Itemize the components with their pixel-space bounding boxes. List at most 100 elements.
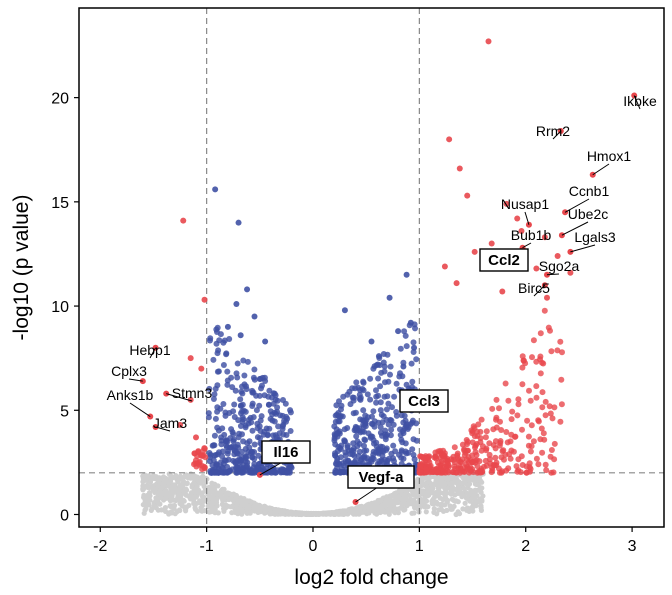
red-point [473, 452, 480, 458]
blue-point [383, 460, 390, 467]
blue-point [370, 365, 377, 372]
grey-point [221, 506, 227, 512]
red-point [519, 381, 526, 388]
blue-point [332, 467, 339, 474]
blue-point [250, 414, 257, 421]
blue-point [280, 397, 286, 403]
blue-point [344, 391, 351, 398]
grey-point [335, 509, 342, 515]
blue-point [398, 449, 405, 455]
red-point [548, 348, 555, 355]
blue-point [396, 373, 403, 380]
gene-label-sgo2a: Sgo2a [539, 258, 580, 274]
grey-point [392, 509, 398, 516]
blue-point [377, 407, 384, 414]
red-point [539, 449, 546, 456]
blue-point [219, 425, 226, 432]
grey-point [409, 510, 415, 516]
leader-line-anks1b [129, 402, 151, 417]
grey-point [140, 487, 146, 493]
blue-point [232, 458, 238, 465]
red-point [508, 416, 515, 423]
blue-point [249, 427, 256, 434]
red-point [499, 288, 506, 295]
blue-point [402, 332, 409, 339]
red-point [530, 438, 537, 445]
grey-point [364, 502, 370, 508]
blue-point [211, 452, 218, 459]
red-point [510, 448, 517, 455]
grey-point [440, 508, 447, 514]
blue-point [356, 448, 363, 455]
grey-point [467, 498, 473, 504]
blue-point [398, 454, 405, 461]
x-tick-label: 1 [415, 538, 424, 555]
grey-point [153, 495, 159, 501]
grey-point [249, 499, 255, 505]
gene-label-vegf-a: Vegf-a [358, 469, 404, 486]
red-point [456, 165, 463, 172]
grey-point [252, 505, 258, 511]
blue-point [413, 356, 420, 363]
blue-point [380, 351, 387, 357]
grey-point [170, 474, 176, 481]
blue-point [360, 379, 367, 386]
blue-point [403, 343, 410, 350]
blue-point [271, 418, 278, 425]
red-point [488, 240, 495, 247]
blue-point [223, 350, 230, 357]
red-point [476, 468, 483, 475]
grey-point [228, 504, 234, 510]
red-point [547, 410, 554, 417]
grey-point [202, 477, 209, 483]
blue-point [244, 462, 250, 469]
grey-point [456, 479, 462, 485]
grey-point [235, 509, 241, 516]
red-point [567, 269, 574, 276]
grey-point [422, 495, 428, 501]
blue-point [251, 461, 258, 467]
blue-point [220, 339, 227, 346]
grey-point [191, 487, 198, 493]
grey-point [434, 511, 440, 517]
grey-point [439, 501, 445, 507]
red-point [537, 330, 544, 337]
grey-point [477, 478, 483, 484]
blue-point [216, 449, 222, 456]
grey-point [378, 497, 384, 503]
grey-point [229, 509, 235, 516]
grey-point [478, 507, 484, 513]
grey-point [331, 511, 337, 517]
red-point [475, 421, 482, 428]
red-point [541, 307, 548, 314]
red-point [502, 451, 509, 458]
grey-point [411, 497, 417, 503]
blue-point [380, 413, 387, 420]
red-point [465, 454, 472, 460]
blue-point [239, 390, 246, 397]
red-point [496, 405, 502, 412]
red-point [493, 459, 500, 466]
grey-point [219, 501, 226, 508]
blue-point [248, 419, 255, 426]
blue-point [234, 360, 241, 367]
grey-point [414, 493, 420, 499]
grey-point [325, 510, 332, 516]
blue-point [389, 404, 395, 411]
red-point [551, 404, 558, 411]
leader-line-nusap1 [524, 211, 530, 225]
gene-label-box-ccl3 [399, 389, 449, 413]
red-point [479, 443, 486, 450]
blue-point [242, 445, 249, 452]
blue-point [244, 286, 251, 293]
blue-point [342, 452, 349, 459]
grey-point [176, 491, 182, 497]
grey-point [433, 499, 439, 505]
blue-point [386, 294, 393, 301]
red-point [198, 365, 205, 372]
red-point [483, 428, 490, 435]
blue-point [395, 328, 402, 335]
grey-point [362, 508, 368, 514]
red-point [533, 383, 540, 390]
